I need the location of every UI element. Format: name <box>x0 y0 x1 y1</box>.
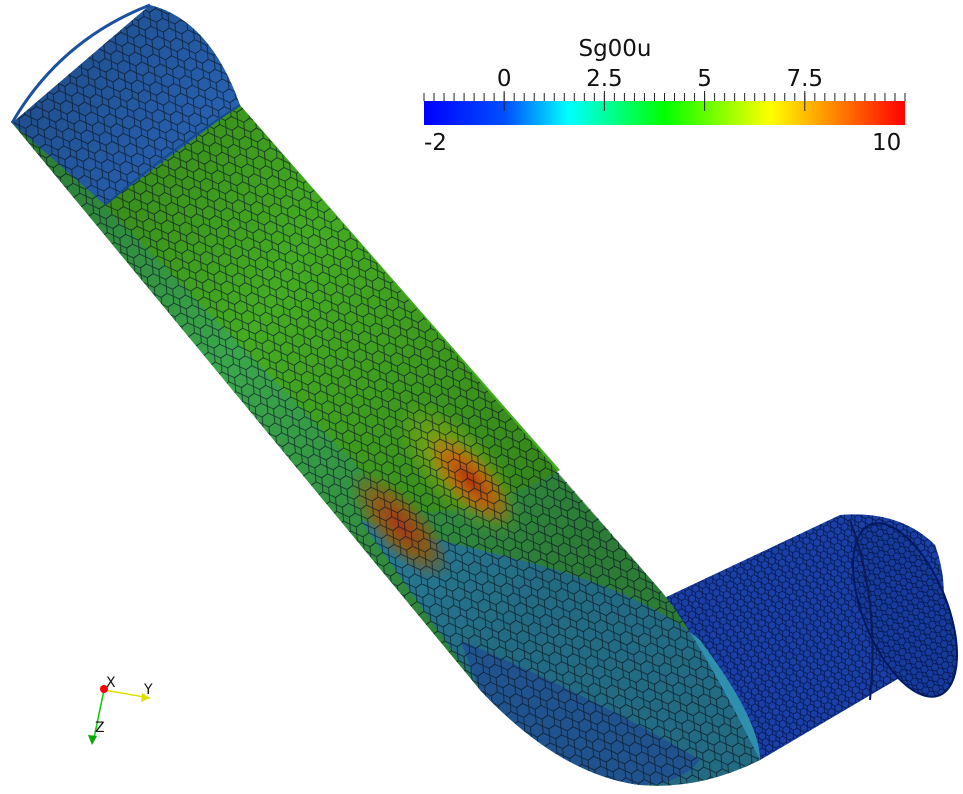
colorbar <box>423 91 906 125</box>
colorbar-major-ticks <box>503 91 806 111</box>
colorbar-gradient <box>424 101 905 125</box>
colorbar-tick-label: 2.5 <box>586 66 623 92</box>
main-pipe <box>10 3 760 786</box>
x-axis-label: X <box>106 675 116 691</box>
z-axis-arrow <box>88 735 97 745</box>
y-axis-label: Y <box>144 682 153 698</box>
orientation-axes <box>88 685 151 745</box>
z-axis-label: Z <box>95 720 105 736</box>
colorbar-min-label: -2 <box>424 130 447 156</box>
colorbar-title: Sg00u <box>578 36 652 62</box>
z-axis-line <box>93 689 105 739</box>
colorbar-tick-label: 0 <box>496 66 512 92</box>
colorbar-minor-ticks <box>423 93 906 101</box>
colorbar-tick-label: 7.5 <box>786 66 824 92</box>
colorbar-tick-label: 5 <box>697 66 712 92</box>
x-axis-marker <box>100 685 108 693</box>
y-axis-arrow <box>141 693 150 702</box>
colorbar-max-label: 10 <box>872 130 902 156</box>
